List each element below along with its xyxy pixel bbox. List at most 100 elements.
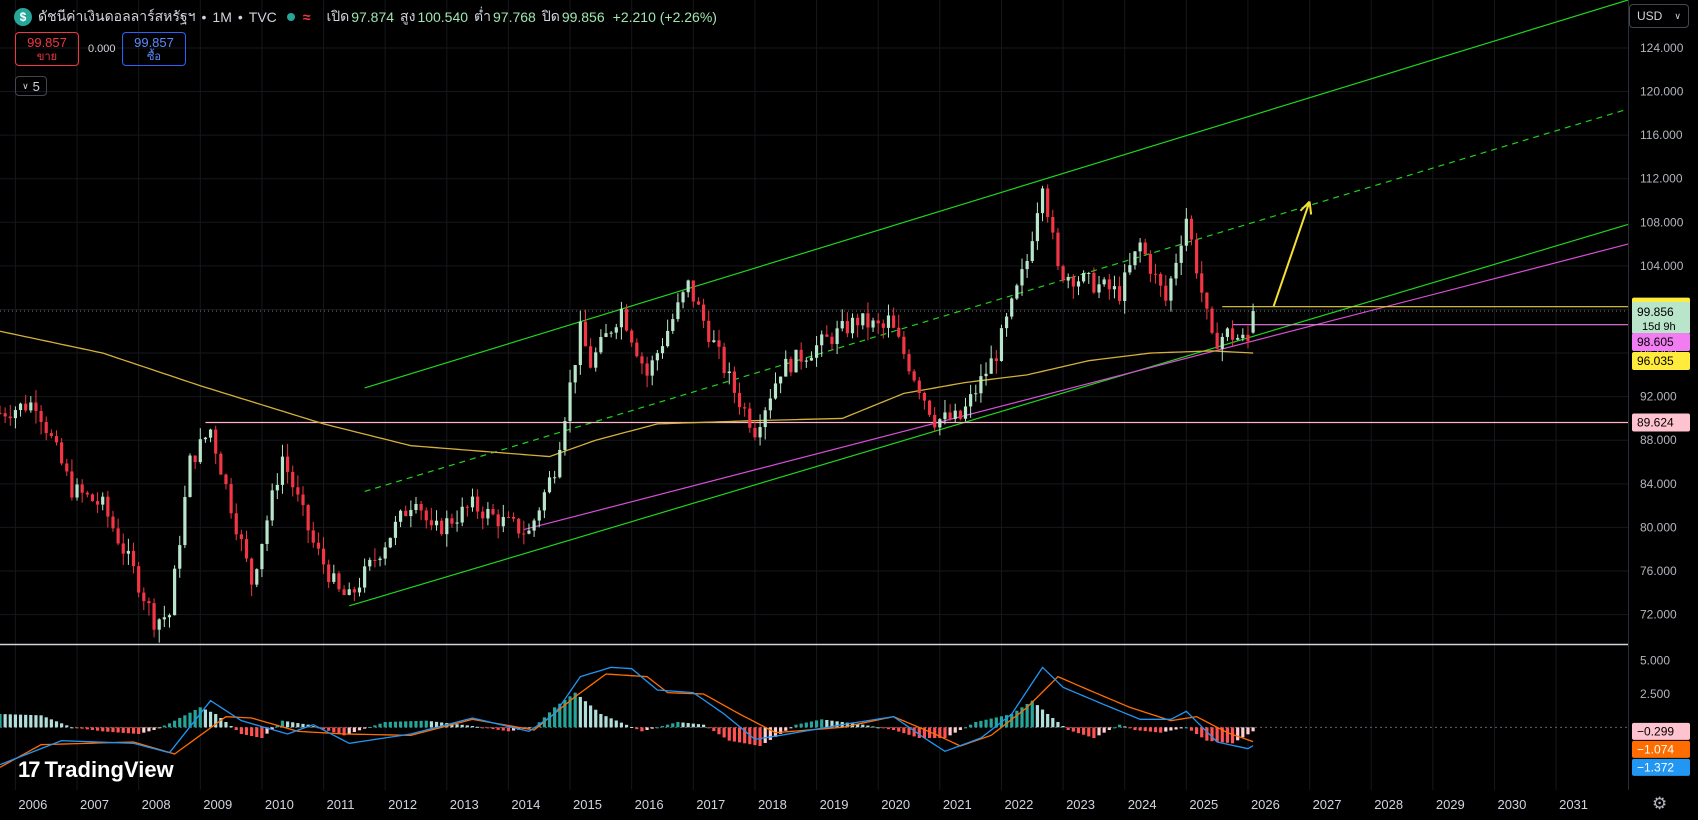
moving-average-line bbox=[0, 330, 1254, 458]
candle-body bbox=[630, 330, 634, 343]
macd-histogram-bar bbox=[352, 727, 356, 732]
candle-body bbox=[1246, 334, 1250, 342]
macd-histogram-bar bbox=[753, 727, 757, 746]
date-tick-label: 2013 bbox=[450, 797, 479, 812]
macd-histogram-bar bbox=[121, 727, 125, 733]
macd-histogram-bar bbox=[820, 719, 824, 728]
price-tick-label: 92.000 bbox=[1640, 390, 1677, 404]
macd-histogram-bar bbox=[1025, 704, 1029, 728]
candle-body bbox=[604, 333, 608, 337]
macd-histogram-bar bbox=[1241, 727, 1245, 738]
date-tick-label: 2031 bbox=[1559, 797, 1588, 812]
date-tick-label: 2020 bbox=[881, 797, 910, 812]
candle-body bbox=[1159, 273, 1163, 286]
indicators-collapse-button[interactable]: ∨ 5 bbox=[15, 76, 47, 96]
candle-body bbox=[655, 353, 659, 361]
macd-histogram-bar bbox=[948, 727, 952, 736]
macd-histogram-bar bbox=[1225, 727, 1230, 743]
macd-histogram-bar bbox=[60, 723, 64, 728]
macd-histogram-bar bbox=[363, 727, 367, 729]
candle-body bbox=[609, 332, 613, 334]
symbol-header: $ ดัชนีค่าเงินดอลลาร์สหรัฐฯ • 1M • TVC ≈… bbox=[14, 6, 717, 28]
macd-histogram-bar bbox=[876, 727, 880, 729]
macd-histogram-bar bbox=[712, 727, 716, 732]
candle-body bbox=[1128, 265, 1132, 273]
candle-body bbox=[29, 402, 33, 411]
buy-price: 99.857 bbox=[134, 35, 174, 50]
macd-histogram-bar bbox=[578, 696, 582, 728]
macd-histogram-bar bbox=[393, 721, 398, 728]
macd-histogram-bar bbox=[1082, 727, 1086, 735]
candle-body bbox=[1179, 245, 1183, 263]
macd-histogram-bar bbox=[650, 727, 654, 729]
macd-histogram-bar bbox=[1159, 727, 1163, 733]
candle-body bbox=[388, 537, 392, 548]
date-tick-label: 2009 bbox=[203, 797, 232, 812]
candle-body bbox=[825, 334, 829, 337]
macd-histogram-bar bbox=[902, 727, 906, 734]
date-tick-label: 2016 bbox=[635, 797, 664, 812]
macd-histogram-bar bbox=[1040, 709, 1045, 728]
macd-histogram-bar bbox=[0, 714, 2, 728]
macd-histogram-bar bbox=[178, 718, 182, 728]
candle-body bbox=[162, 617, 166, 620]
candle-body bbox=[13, 410, 17, 419]
settings-icon[interactable]: ⚙ bbox=[1652, 794, 1668, 813]
interval-label[interactable]: 1M bbox=[212, 9, 232, 25]
macd-histogram-bar bbox=[203, 709, 208, 728]
candle-body bbox=[624, 308, 629, 331]
macd-histogram-bar bbox=[34, 715, 38, 728]
candle-body bbox=[244, 539, 249, 559]
macd-histogram-bar bbox=[892, 727, 896, 730]
macd-histogram-bar bbox=[481, 727, 485, 729]
macd-histogram-bar bbox=[70, 727, 74, 729]
candle-body bbox=[173, 568, 177, 616]
candle-body bbox=[681, 292, 685, 303]
symbol-name[interactable]: ดัชนีค่าเงินดอลลาร์สหรัฐฯ bbox=[38, 8, 196, 24]
macd-histogram-bar bbox=[183, 715, 187, 728]
candle-body bbox=[1035, 213, 1039, 242]
candle-body bbox=[368, 559, 372, 567]
currency-select[interactable]: USD ∨ bbox=[1629, 4, 1689, 28]
candle-body bbox=[835, 328, 839, 344]
macd-histogram-bar bbox=[234, 727, 238, 730]
macd-histogram-bar bbox=[825, 720, 829, 728]
macd-histogram-bar bbox=[933, 727, 937, 738]
price-badge-bg bbox=[1632, 333, 1690, 352]
macd-histogram-bar bbox=[1066, 727, 1070, 730]
macd-histogram-bar bbox=[856, 724, 860, 728]
macd-histogram-bar bbox=[1215, 727, 1219, 742]
macd-histogram-bar bbox=[106, 727, 110, 732]
candle-body bbox=[666, 330, 670, 347]
macd-histogram-bar bbox=[624, 724, 629, 728]
candle-body bbox=[1004, 316, 1009, 329]
candle-body bbox=[1051, 217, 1055, 233]
macd-histogram-bar bbox=[527, 727, 531, 729]
macd-histogram-bar bbox=[784, 727, 788, 731]
macd-histogram-bar bbox=[573, 692, 577, 728]
buy-button[interactable]: 99.857 ซื้อ bbox=[122, 32, 186, 66]
candle-body bbox=[897, 327, 901, 337]
macd-histogram-bar bbox=[193, 710, 197, 728]
candle-body bbox=[147, 601, 151, 604]
macd-histogram-bar bbox=[404, 721, 408, 728]
candle-body bbox=[522, 533, 526, 535]
spread-value: 0.000 bbox=[88, 43, 116, 55]
candle-body bbox=[111, 516, 115, 529]
macd-histogram-bar bbox=[917, 727, 921, 738]
candle-body bbox=[1138, 242, 1142, 252]
candle-body bbox=[1133, 251, 1137, 266]
grid bbox=[0, 0, 1628, 790]
candle-body bbox=[255, 569, 259, 585]
macd-histogram-bar bbox=[347, 727, 351, 734]
date-tick-label: 2015 bbox=[573, 797, 602, 812]
candle-body bbox=[332, 573, 336, 582]
macd-histogram-bar bbox=[137, 727, 141, 734]
date-tick-label: 2007 bbox=[80, 797, 109, 812]
pink-trend-line bbox=[523, 243, 1629, 531]
sell-button[interactable]: 99.857 ขาย bbox=[15, 32, 79, 66]
candle-body bbox=[183, 497, 187, 546]
candle-body bbox=[1143, 242, 1147, 255]
candle-body bbox=[327, 564, 331, 582]
